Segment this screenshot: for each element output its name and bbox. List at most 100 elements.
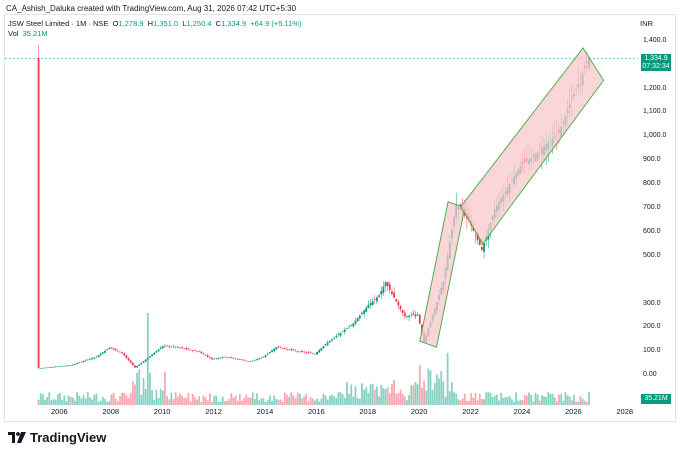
volume-bar — [56, 394, 59, 405]
volume-bar — [251, 392, 254, 405]
price-axis-label: 700.0 — [643, 204, 661, 211]
candle-body — [202, 353, 205, 355]
candle-body — [399, 306, 402, 310]
candle-body — [219, 357, 222, 359]
candle-body — [76, 363, 79, 364]
candle-body — [97, 355, 100, 358]
volume-bar — [442, 381, 445, 405]
volume-bar — [588, 392, 590, 405]
volume-bar — [489, 392, 492, 405]
rising-channel[interactable] — [460, 47, 605, 245]
volume-bar — [328, 395, 331, 405]
volume-bar — [268, 395, 271, 405]
volume-bar — [243, 398, 246, 405]
volume-bar — [440, 371, 443, 405]
candle-body — [406, 316, 408, 317]
volume-bar — [320, 398, 323, 405]
volume-bar — [179, 393, 181, 405]
volume-bar — [151, 390, 153, 405]
volume-bar — [262, 398, 265, 405]
candle-body — [50, 367, 53, 368]
volume-bar — [453, 392, 455, 405]
candle-body — [408, 315, 410, 318]
volume-bars — [37, 313, 590, 405]
volume-bar — [185, 397, 188, 405]
candle-body — [41, 367, 44, 369]
volume-bar — [506, 397, 509, 405]
candle-body — [273, 348, 276, 352]
volume-bar — [566, 395, 569, 405]
candle-body — [483, 243, 485, 253]
rising-channel[interactable] — [419, 201, 466, 348]
volume-bar — [228, 398, 231, 405]
candle-body — [275, 347, 278, 350]
candle-body — [84, 360, 87, 362]
candle-body — [337, 334, 340, 336]
candle-body — [298, 351, 301, 353]
volume-bar — [343, 398, 346, 405]
volume-bar — [431, 389, 434, 405]
volume-legend[interactable]: Vol 35.21M — [8, 29, 48, 38]
candle-body — [245, 360, 248, 362]
volume-bar — [59, 392, 61, 405]
volume-bar — [521, 399, 524, 405]
volume-bar — [196, 399, 198, 405]
candle-body — [206, 355, 209, 357]
volume-bar — [322, 393, 325, 405]
volume-bar — [399, 389, 402, 405]
volume-bar — [46, 397, 49, 405]
volume-bar — [245, 394, 248, 405]
volume-bar — [393, 380, 395, 405]
volume-bar — [168, 399, 171, 405]
last-price: 1,334.9 — [644, 55, 668, 62]
time-axis-label: 2018 — [359, 407, 377, 416]
volume-bar — [534, 393, 537, 405]
currency-label[interactable]: INR — [640, 19, 653, 28]
volume-bar — [457, 399, 460, 405]
candle-body — [99, 353, 102, 356]
candle-body — [196, 351, 198, 353]
high-value: 1,351.0 — [153, 19, 179, 28]
candle-body — [348, 326, 351, 328]
candle-body — [378, 295, 381, 297]
volume-bar — [354, 386, 357, 405]
candle-body — [418, 314, 421, 324]
volume-bar — [481, 399, 483, 405]
volume-bar — [134, 384, 136, 405]
candle-body — [168, 345, 171, 347]
volume-bar — [555, 401, 558, 405]
volume-bar — [281, 401, 284, 405]
candle-body — [262, 356, 265, 358]
candle-body — [39, 368, 42, 369]
volume-bar — [211, 401, 213, 405]
volume-bar — [65, 401, 68, 405]
candle-body — [352, 323, 355, 327]
volume-bar — [99, 400, 102, 405]
candle-body — [331, 339, 333, 341]
candle-body — [412, 313, 415, 315]
volume-bar — [176, 396, 179, 405]
candle-body — [86, 359, 89, 361]
volume-bar — [466, 401, 468, 405]
candle-body — [116, 351, 119, 352]
volume-bar — [114, 398, 117, 405]
volume-bar — [37, 399, 40, 405]
volume-bar — [266, 399, 269, 405]
symbol-legend[interactable]: JSW Steel Limited · 1M · NSE O1,278.9 H1… — [8, 19, 301, 28]
volume-bar — [61, 399, 64, 405]
channels[interactable] — [419, 47, 605, 348]
candle-body — [108, 347, 111, 350]
candle-body — [187, 348, 190, 350]
volume-bar — [292, 395, 295, 405]
time-axis-label: 2022 — [462, 407, 479, 416]
volume-bar — [386, 387, 389, 405]
volume-bar — [253, 398, 256, 405]
volume-bar — [540, 395, 543, 405]
candle-body — [198, 351, 201, 353]
candle-body — [401, 309, 404, 313]
tradingview-logo[interactable]: TradingView — [8, 430, 106, 445]
candle-body — [481, 247, 483, 250]
volume-bar — [286, 394, 288, 405]
volume-bar — [256, 393, 258, 405]
